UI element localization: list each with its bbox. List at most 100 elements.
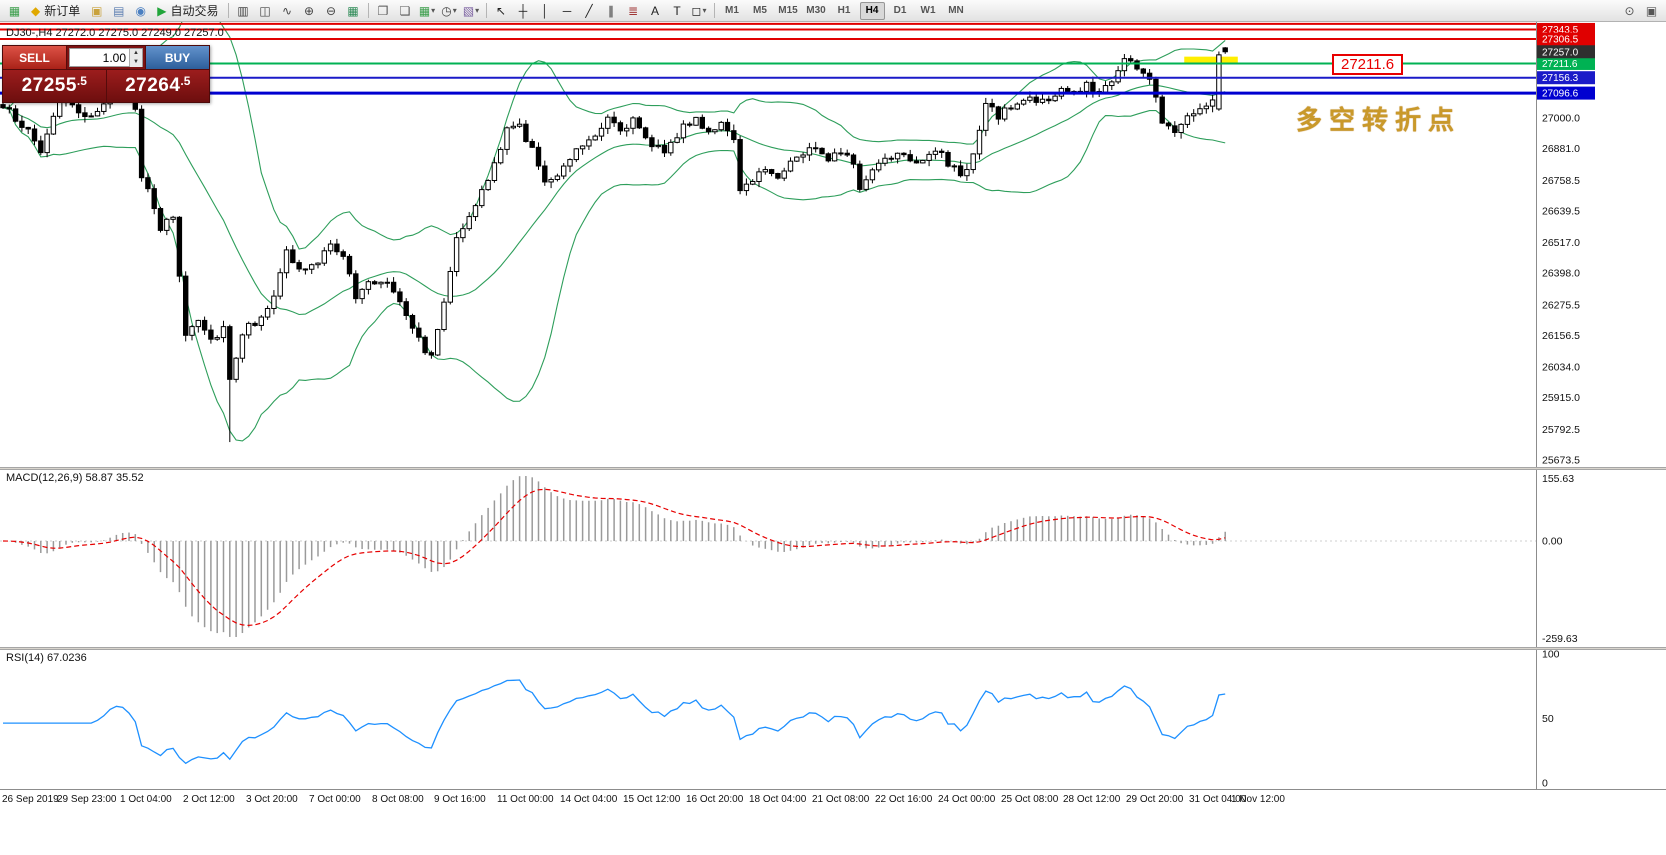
- new-order-icon: ◆: [31, 3, 41, 18]
- time-axis-label: 28 Oct 12:00: [1063, 794, 1121, 805]
- channel-icon: ∥: [608, 3, 614, 18]
- timeframe-button-w1[interactable]: W1: [920, 5, 936, 16]
- text-label-icon: T: [673, 3, 681, 18]
- horizontal-line-icon: ─: [562, 3, 572, 18]
- macd-label: MACD(12,26,9) 58.87 35.52: [6, 472, 144, 484]
- price-axis-label: 26758.5: [1542, 175, 1580, 187]
- time-axis-label: 31 Oct 04:00: [1189, 794, 1247, 805]
- chevron-down-icon: ▾: [702, 6, 707, 15]
- grid-icon[interactable]: ▦: [343, 1, 364, 21]
- line-chart-mode-icon[interactable]: ∿: [277, 1, 298, 21]
- timeframe-button-m15[interactable]: M15: [778, 5, 798, 16]
- time-axis-label: 11 Oct 00:00: [497, 794, 554, 805]
- timeframe-button-m1[interactable]: M1: [725, 5, 739, 16]
- rsi-axis-label: 0: [1542, 778, 1548, 790]
- time-axis-label: 15 Oct 12:00: [623, 794, 681, 805]
- new-chart-icon: ▦: [418, 3, 431, 18]
- price-line-tag: [1537, 45, 1595, 59]
- tile-windows-icon[interactable]: ❐: [373, 1, 394, 21]
- rsi-axis-label: 100: [1542, 650, 1560, 661]
- price-line-tag-label: 27211.6: [1542, 59, 1578, 70]
- properties-icon[interactable]: ▣: [1641, 1, 1662, 21]
- time-axis-label: 1 Nov 12:00: [1231, 794, 1285, 805]
- macd-histogram: [8, 476, 1226, 637]
- print-icon[interactable]: ▤: [108, 1, 129, 21]
- time-axis-label: 7 Oct 00:00: [309, 794, 361, 805]
- vertical-line-icon[interactable]: │: [535, 1, 556, 21]
- cascade-windows-icon[interactable]: ❏: [395, 1, 416, 21]
- chart-title: DJ30-,H4 27272.0 27275.0 27249.0 27257.0: [6, 27, 224, 39]
- chevron-down-icon: ▾: [452, 6, 457, 15]
- toolbar-separator: [713, 3, 715, 18]
- macd-axis-label: -259.63: [1542, 633, 1578, 645]
- cursor-icon[interactable]: ↖: [491, 1, 512, 21]
- new-order-button[interactable]: ◆ 新订单: [26, 1, 85, 21]
- time-axis-label: 18 Oct 04:00: [749, 794, 807, 805]
- sell-price[interactable]: 27255 .5: [3, 70, 107, 102]
- price-callout-box: 27211.6: [1332, 54, 1404, 75]
- time-axis-label: 2 Oct 12:00: [183, 794, 235, 805]
- macd-chart[interactable]: 155.63 0.00 -259.63: [0, 470, 1666, 647]
- one-click-trading-panel: SELL ▲ ▼ BUY 27255 .5 27264 .5: [2, 45, 210, 103]
- chart-title-symbol: DJ30-,H4: [6, 27, 53, 39]
- text-icon: A: [650, 3, 659, 18]
- bar-chart-mode-icon[interactable]: ▥: [233, 1, 254, 21]
- buy-button[interactable]: BUY: [145, 46, 209, 69]
- periods-button[interactable]: ◷ ▾: [439, 1, 460, 21]
- volume-stepper-down-icon[interactable]: ▼: [130, 58, 142, 67]
- price-line-tag: [1537, 86, 1595, 100]
- auto-trading-button[interactable]: ▶ 自动交易: [152, 1, 223, 21]
- shapes-button[interactable]: ◻ ▾: [689, 1, 710, 21]
- pane-splitter[interactable]: [0, 467, 1666, 470]
- timeframe-button-d1[interactable]: D1: [893, 5, 907, 16]
- price-axis-label: 26156.5: [1542, 330, 1580, 342]
- search-icon[interactable]: ⊙: [1619, 1, 1640, 21]
- fibonacci-icon[interactable]: ≣: [623, 1, 644, 21]
- terminal-chart-icon[interactable]: ▦: [4, 1, 25, 21]
- price-axis-label: 26034.0: [1542, 362, 1580, 374]
- price-axis-label: 26275.5: [1542, 299, 1580, 311]
- community-icon[interactable]: ◉: [130, 1, 151, 21]
- favorites-icon[interactable]: ▣: [86, 1, 107, 21]
- volume-stepper-up-icon[interactable]: ▲: [130, 49, 142, 58]
- volume-input[interactable]: [70, 49, 129, 66]
- candlestick-mode-icon[interactable]: ◫: [255, 1, 276, 21]
- chevron-down-icon: ▾: [475, 6, 480, 15]
- rsi-line: [3, 679, 1226, 765]
- new-chart-button[interactable]: ▦ ▾: [417, 1, 438, 21]
- horizontal-line-icon[interactable]: ─: [557, 1, 578, 21]
- time-axis[interactable]: 26 Sep 2019 29 Sep 23:00 1 Oct 04:00 2 Oct …: [0, 789, 1666, 855]
- timeframe-button-h4[interactable]: H4: [859, 1, 885, 20]
- timeframe-button-m5[interactable]: M5: [753, 5, 767, 16]
- time-axis-label: 9 Oct 16:00: [434, 794, 486, 805]
- text-icon[interactable]: A: [645, 1, 666, 21]
- bar-chart-mode-icon: ▥: [237, 3, 249, 18]
- buy-price[interactable]: 27264 .5: [125, 74, 191, 96]
- pane-splitter[interactable]: [0, 647, 1666, 650]
- auto-trading-button-label: 自动交易: [170, 4, 219, 18]
- price-axis-label: 26517.0: [1542, 237, 1580, 249]
- auto-trading-icon: ▶: [157, 3, 167, 18]
- zoom-out-icon[interactable]: ⊖: [321, 1, 342, 21]
- time-axis-label: 24 Oct 00:00: [938, 794, 996, 805]
- templates-button[interactable]: ▧ ▾: [461, 1, 482, 21]
- price-line-tag-label: 27096.6: [1542, 89, 1579, 100]
- price-chart[interactable]: 27000.0 26881.0 26758.5 26639.5 26517.0 26398…: [0, 22, 1666, 467]
- price-axis-label: 26881.0: [1542, 143, 1580, 155]
- timeframe-button-mn[interactable]: MN: [948, 5, 964, 16]
- crosshair-icon[interactable]: ┼: [513, 1, 534, 21]
- time-axis-label: 21 Oct 08:00: [812, 794, 870, 805]
- trendline-icon[interactable]: ╱: [579, 1, 600, 21]
- turning-point-annotation: 多空转折点: [1296, 105, 1462, 135]
- text-label-icon[interactable]: T: [667, 1, 688, 21]
- zoom-in-icon: ⊕: [303, 3, 315, 18]
- new-order-button-label: 新订单: [44, 4, 81, 18]
- zoom-in-icon[interactable]: ⊕: [299, 1, 320, 21]
- volume-box: ▲ ▼: [69, 48, 143, 67]
- time-axis-label: 29 Sep 23:00: [57, 794, 117, 805]
- rsi-chart[interactable]: 100 50 0: [0, 650, 1666, 789]
- sell-button[interactable]: SELL: [3, 46, 67, 69]
- timeframe-button-m30[interactable]: M30: [806, 5, 826, 16]
- channel-icon[interactable]: ∥: [601, 1, 622, 21]
- timeframe-button-h1[interactable]: H1: [837, 5, 851, 16]
